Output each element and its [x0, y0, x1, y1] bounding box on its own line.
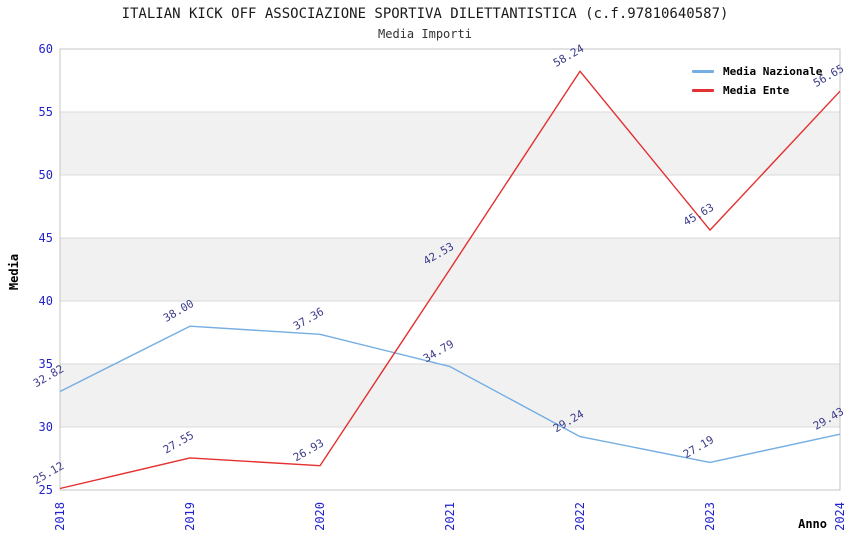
media-nazionale-line-swatch: [692, 70, 714, 73]
x-tick-label: 2023: [703, 502, 717, 531]
y-tick-label: 45: [39, 231, 53, 245]
legend-item-media-ente: Media Ente: [692, 81, 822, 100]
y-tick-label: 60: [39, 42, 53, 56]
x-axis-title: Anno: [798, 517, 827, 531]
x-tick-label: 2021: [443, 502, 457, 531]
plot-band: [60, 364, 840, 427]
x-tick-label: 2022: [573, 502, 587, 531]
series-line: [59, 70, 841, 490]
x-tick-label: 2018: [53, 502, 67, 531]
y-tick-label: 55: [39, 105, 53, 119]
data-point-label: 27.19: [681, 433, 716, 461]
y-tick-label: 50: [39, 168, 53, 182]
legend-label: Media Ente: [723, 84, 790, 97]
x-tick-label: 2024: [833, 502, 847, 531]
data-point-label: 27.55: [161, 429, 196, 457]
chart-legend: Media Nazionale Media Ente: [692, 62, 822, 100]
data-point-label: 58.24: [551, 42, 587, 70]
legend-label: Media Nazionale: [723, 65, 823, 78]
y-tick-label: 25: [39, 483, 53, 497]
y-tick-label: 40: [39, 294, 53, 308]
y-axis-title: Media: [7, 254, 21, 290]
x-tick-label: 2020: [313, 502, 327, 531]
chart-subtitle: Media Importi: [378, 27, 472, 41]
y-tick-label: 30: [39, 420, 53, 434]
plot-frame: [59, 48, 841, 491]
series-line: [59, 325, 841, 464]
data-point-label: 26.93: [291, 436, 326, 464]
plot-band: [60, 112, 840, 175]
chart-title: ITALIAN KICK OFF ASSOCIAZIONE SPORTIVA D…: [121, 6, 729, 22]
data-point-label: 45.63: [681, 201, 716, 229]
x-tick-label: 2019: [183, 502, 197, 531]
y-tick-label: 35: [39, 357, 53, 371]
media-ente-line-swatch: [692, 89, 714, 92]
legend-item-media-nazionale: Media Nazionale: [692, 62, 822, 81]
data-point-label: 34.79: [421, 337, 456, 365]
data-point-label: 37.36: [291, 305, 326, 333]
